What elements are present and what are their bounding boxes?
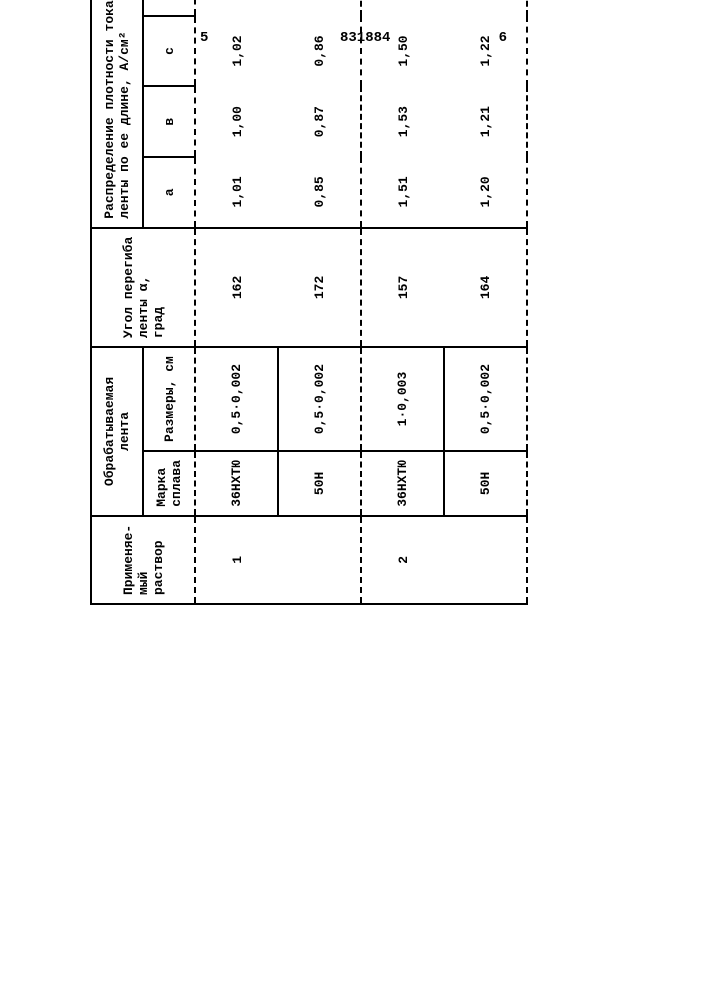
cell-value: 0,86 bbox=[278, 16, 361, 87]
cell-dimensions: 1·0,003 bbox=[361, 347, 444, 451]
cell-angle: 172 bbox=[278, 228, 361, 347]
cell-value: 0,85 bbox=[278, 157, 361, 228]
cell-dimensions: 0,5·0,002 bbox=[444, 347, 527, 451]
data-table-container: Применяе-мыйраствор Обрабатываемаялента … bbox=[90, 0, 528, 605]
cell-value: 1,21 bbox=[444, 0, 527, 16]
header-angle: Угол перегибаленты α,град bbox=[91, 228, 195, 347]
cell-solution bbox=[444, 516, 527, 604]
cell-solution: 1 bbox=[195, 516, 278, 604]
table-body: 1 36НХТЮ 0,5·0,002 162 1,01 1,00 1,02 1,… bbox=[195, 0, 527, 604]
cell-value: 1,51 bbox=[361, 157, 444, 228]
cell-value: 1,21 bbox=[444, 86, 527, 157]
cell-value: 1,02 bbox=[195, 16, 278, 87]
cell-solution bbox=[278, 516, 361, 604]
cell-value: 1,00 bbox=[195, 0, 278, 16]
header-alloy: Маркасплава bbox=[143, 451, 195, 516]
header-col-b: в bbox=[143, 86, 195, 157]
cell-dimensions: 0,5·0,002 bbox=[278, 347, 361, 451]
cell-value: 1,50 bbox=[361, 0, 444, 16]
table-row: 2 36НХТЮ 1·0,003 157 1,51 1,53 1,50 1,50… bbox=[361, 0, 444, 604]
cell-angle: 157 bbox=[361, 228, 444, 347]
header-tape: Обрабатываемаялента bbox=[91, 347, 143, 516]
header-col-c: с bbox=[143, 16, 195, 87]
header-solution: Применяе-мыйраствор bbox=[91, 516, 195, 604]
header-distribution: Распределение плотности тока на поверхно… bbox=[91, 0, 143, 228]
header-col-d: d bbox=[143, 0, 195, 16]
cell-value: 1,01 bbox=[195, 157, 278, 228]
table-row: 50Н 0,5·0,002 172 0,85 0,87 0,86 0,86 0,… bbox=[278, 0, 361, 604]
cell-value: 0,87 bbox=[278, 86, 361, 157]
cell-angle: 164 bbox=[444, 228, 527, 347]
cell-alloy: 36НХТЮ bbox=[195, 451, 278, 516]
data-table: Применяе-мыйраствор Обрабатываемаялента … bbox=[90, 0, 528, 605]
cell-value: 1,50 bbox=[361, 16, 444, 87]
cell-value: 0,86 bbox=[278, 0, 361, 16]
cell-value: 1,22 bbox=[444, 16, 527, 87]
cell-alloy: 50Н bbox=[444, 451, 527, 516]
cell-angle: 162 bbox=[195, 228, 278, 347]
header-col-a: a bbox=[143, 157, 195, 228]
cell-alloy: 50Н bbox=[278, 451, 361, 516]
cell-solution: 2 bbox=[361, 516, 444, 604]
table-row: 1 36НХТЮ 0,5·0,002 162 1,01 1,00 1,02 1,… bbox=[195, 0, 278, 604]
cell-value: 1,20 bbox=[444, 157, 527, 228]
cell-dimensions: 0,5·0,002 bbox=[195, 347, 278, 451]
cell-value: 1,53 bbox=[361, 86, 444, 157]
cell-alloy: 36НХТЮ bbox=[361, 451, 444, 516]
header-dimensions: Размеры, см bbox=[143, 347, 195, 451]
cell-value: 1,00 bbox=[195, 86, 278, 157]
table-row: 50Н 0,5·0,002 164 1,20 1,21 1,22 1,21 1,… bbox=[444, 0, 527, 604]
